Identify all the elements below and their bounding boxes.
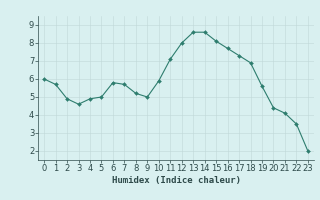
X-axis label: Humidex (Indice chaleur): Humidex (Indice chaleur) bbox=[111, 176, 241, 185]
